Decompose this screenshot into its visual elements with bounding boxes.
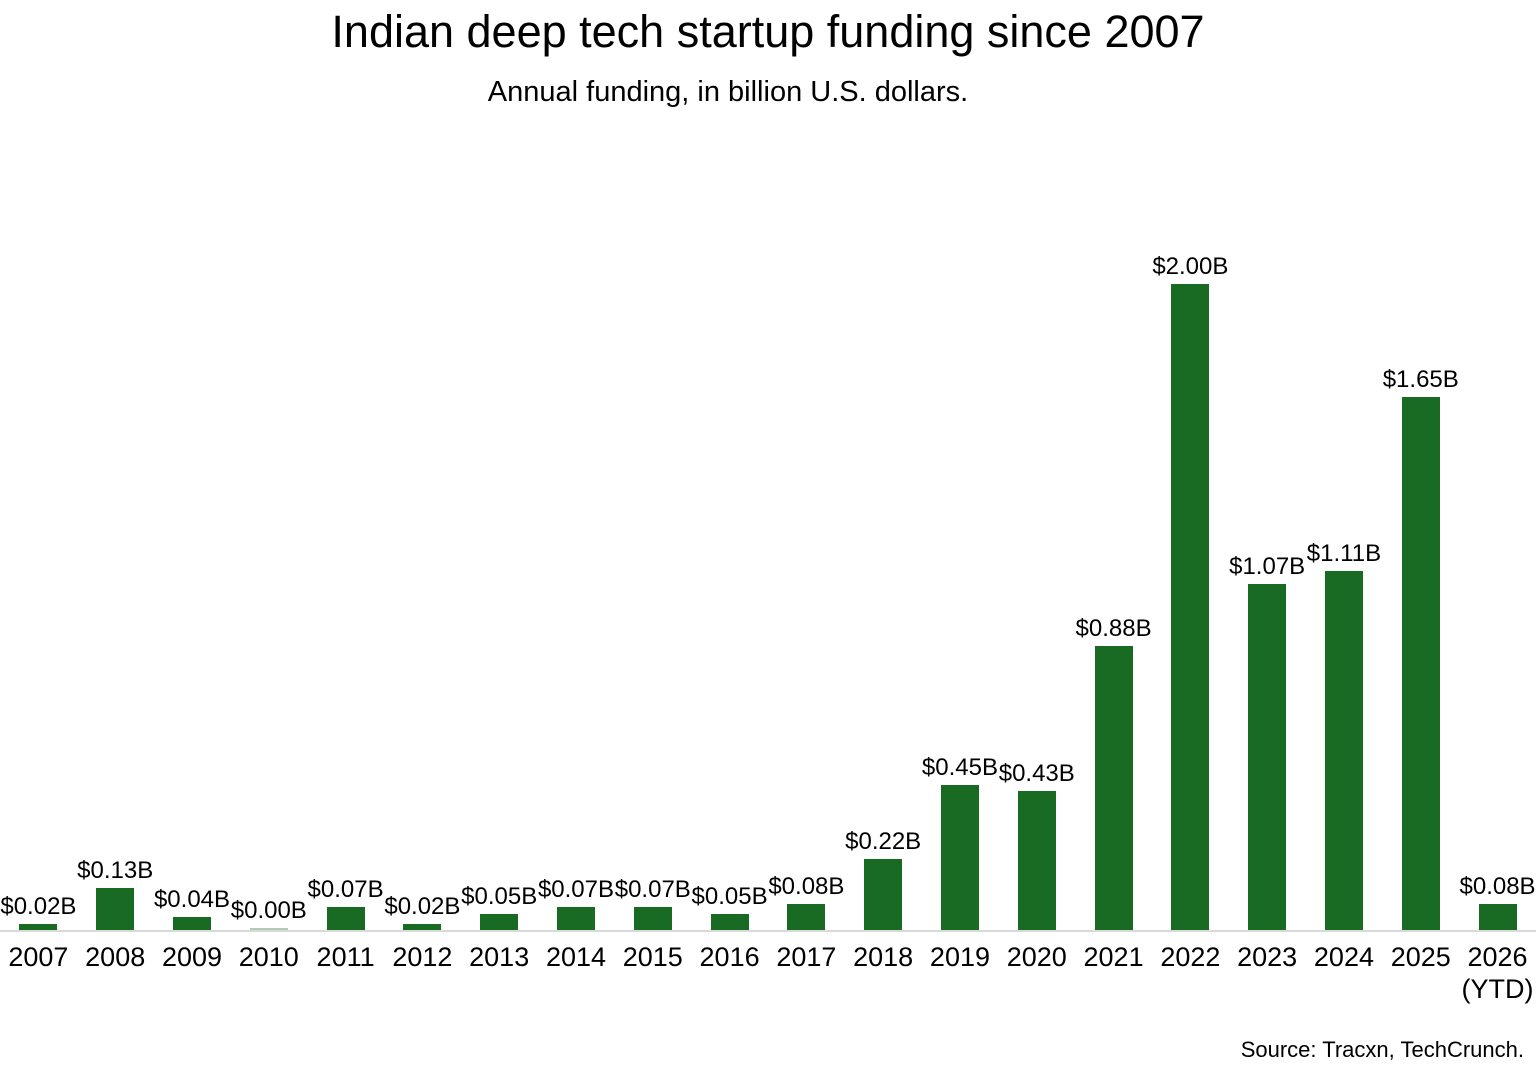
bar xyxy=(1248,584,1287,930)
bar xyxy=(326,907,365,930)
bar-value-label: $0.88B xyxy=(1075,615,1152,642)
bar-value-label: $1.11B xyxy=(1306,540,1382,567)
bar xyxy=(249,928,288,930)
x-axis-label: 2011 xyxy=(316,942,375,972)
bar-value-label: $0.04B xyxy=(153,886,231,913)
x-axis-label: 2023 xyxy=(1237,942,1298,972)
bar xyxy=(864,859,903,930)
bar-value-label: $0.02B xyxy=(384,893,461,920)
bar-column: $0.45B xyxy=(922,756,999,930)
x-axis-label: 2021 xyxy=(1083,942,1144,972)
bar-column: $1.65B xyxy=(1382,368,1459,930)
bar-value-label: $1.07B xyxy=(1229,553,1306,580)
x-axis-label: 2008 xyxy=(85,942,146,972)
bar xyxy=(556,907,595,930)
bar-column: $1.11B xyxy=(1306,542,1383,930)
bar-column: $0.05B xyxy=(691,885,768,930)
x-axis-label: 2010 xyxy=(238,942,299,972)
x-axis-labels: 2007 2008 2009 2010 2011 2012 2013 2014 2015 2016… xyxy=(0,941,1536,1006)
bar xyxy=(19,924,58,930)
chart-subtitle: Annual funding, in billion U.S. dollars. xyxy=(487,76,969,108)
x-axis-label: 2022 xyxy=(1160,942,1221,972)
bar-column: $2.00B xyxy=(1152,255,1229,930)
bar-column: $0.13B xyxy=(77,859,154,930)
bar-value-label: $0.08B xyxy=(1459,873,1536,900)
x-axis-line xyxy=(0,930,1536,932)
bar-value-label: $0.07B xyxy=(614,876,691,903)
x-axis-label: 2007 xyxy=(8,942,69,972)
bars-container: $0.02B $0.13B $0.04B $0.00B $0.07B $0.02B $0.0… xyxy=(0,255,1536,930)
x-axis-label: 2018 xyxy=(853,942,914,972)
x-axis-label: 2017 xyxy=(776,942,837,972)
bar-value-label: $0.07B xyxy=(307,876,384,903)
bar xyxy=(710,914,749,930)
bar-column: $0.07B xyxy=(614,878,691,930)
bar xyxy=(1478,904,1517,930)
bar xyxy=(940,785,979,930)
bar-value-label: $0.05B xyxy=(691,883,768,910)
bar xyxy=(1401,397,1440,930)
bar-value-label: $1.65B xyxy=(1382,366,1459,393)
x-axis-label: 2026 (YTD) xyxy=(1461,942,1534,1005)
bar-value-label: $0.13B xyxy=(77,857,154,884)
bar-value-label: $0.07B xyxy=(537,876,615,903)
bar xyxy=(1171,284,1210,930)
x-axis-label: 2020 xyxy=(1006,942,1067,972)
bar-column: $0.88B xyxy=(1075,617,1152,930)
bar-value-label: $0.08B xyxy=(768,873,845,900)
chart-title: Indian deep tech startup funding since 2… xyxy=(331,6,1205,57)
x-axis-label: 2015 xyxy=(622,942,683,972)
x-axis-label: 2012 xyxy=(392,942,453,972)
bar xyxy=(633,907,672,930)
bar-value-label: $0.02B xyxy=(0,893,77,920)
bar-value-label: $0.45B xyxy=(921,754,998,781)
bar-column: $0.43B xyxy=(998,762,1075,930)
bar xyxy=(1324,571,1363,930)
bar xyxy=(172,917,211,930)
bar-column: $0.08B xyxy=(1459,875,1536,930)
bar xyxy=(480,914,519,930)
x-axis-label: 2009 xyxy=(161,942,223,972)
bar-value-label: $2.00B xyxy=(1152,253,1229,280)
x-axis-label: 2014 xyxy=(545,942,607,972)
bar xyxy=(96,888,135,930)
bar xyxy=(1017,791,1056,930)
bar-value-label: $0.00B xyxy=(230,897,307,924)
bar-value-label: $0.22B xyxy=(845,828,922,855)
x-axis-label: 2025 xyxy=(1390,942,1451,972)
source-credit: Source: Tracxn, TechCrunch. xyxy=(1240,1037,1524,1062)
bar-column: $0.22B xyxy=(845,830,922,930)
x-axis-label: 2016 xyxy=(699,942,760,972)
bar-column: $0.08B xyxy=(768,875,845,930)
bar xyxy=(1094,646,1133,930)
bar-column: $0.05B xyxy=(461,885,538,930)
bar-column: $0.00B xyxy=(230,899,307,930)
bar-column: $0.04B xyxy=(154,888,231,930)
bar-value-label: $0.05B xyxy=(461,883,538,910)
x-axis-label: 2013 xyxy=(469,942,530,972)
bar-column: $1.07B xyxy=(1229,555,1306,930)
bar-value-label: $0.43B xyxy=(998,760,1075,787)
bar-column: $0.07B xyxy=(538,878,615,930)
x-axis-label: 2024 xyxy=(1313,942,1374,972)
bar-column: $0.02B xyxy=(384,895,461,930)
x-axis-label: 2019 xyxy=(929,942,990,972)
bar xyxy=(403,924,442,930)
bar xyxy=(787,904,826,930)
bar-column: $0.02B xyxy=(0,895,77,930)
bar-column: $0.07B xyxy=(307,878,384,930)
